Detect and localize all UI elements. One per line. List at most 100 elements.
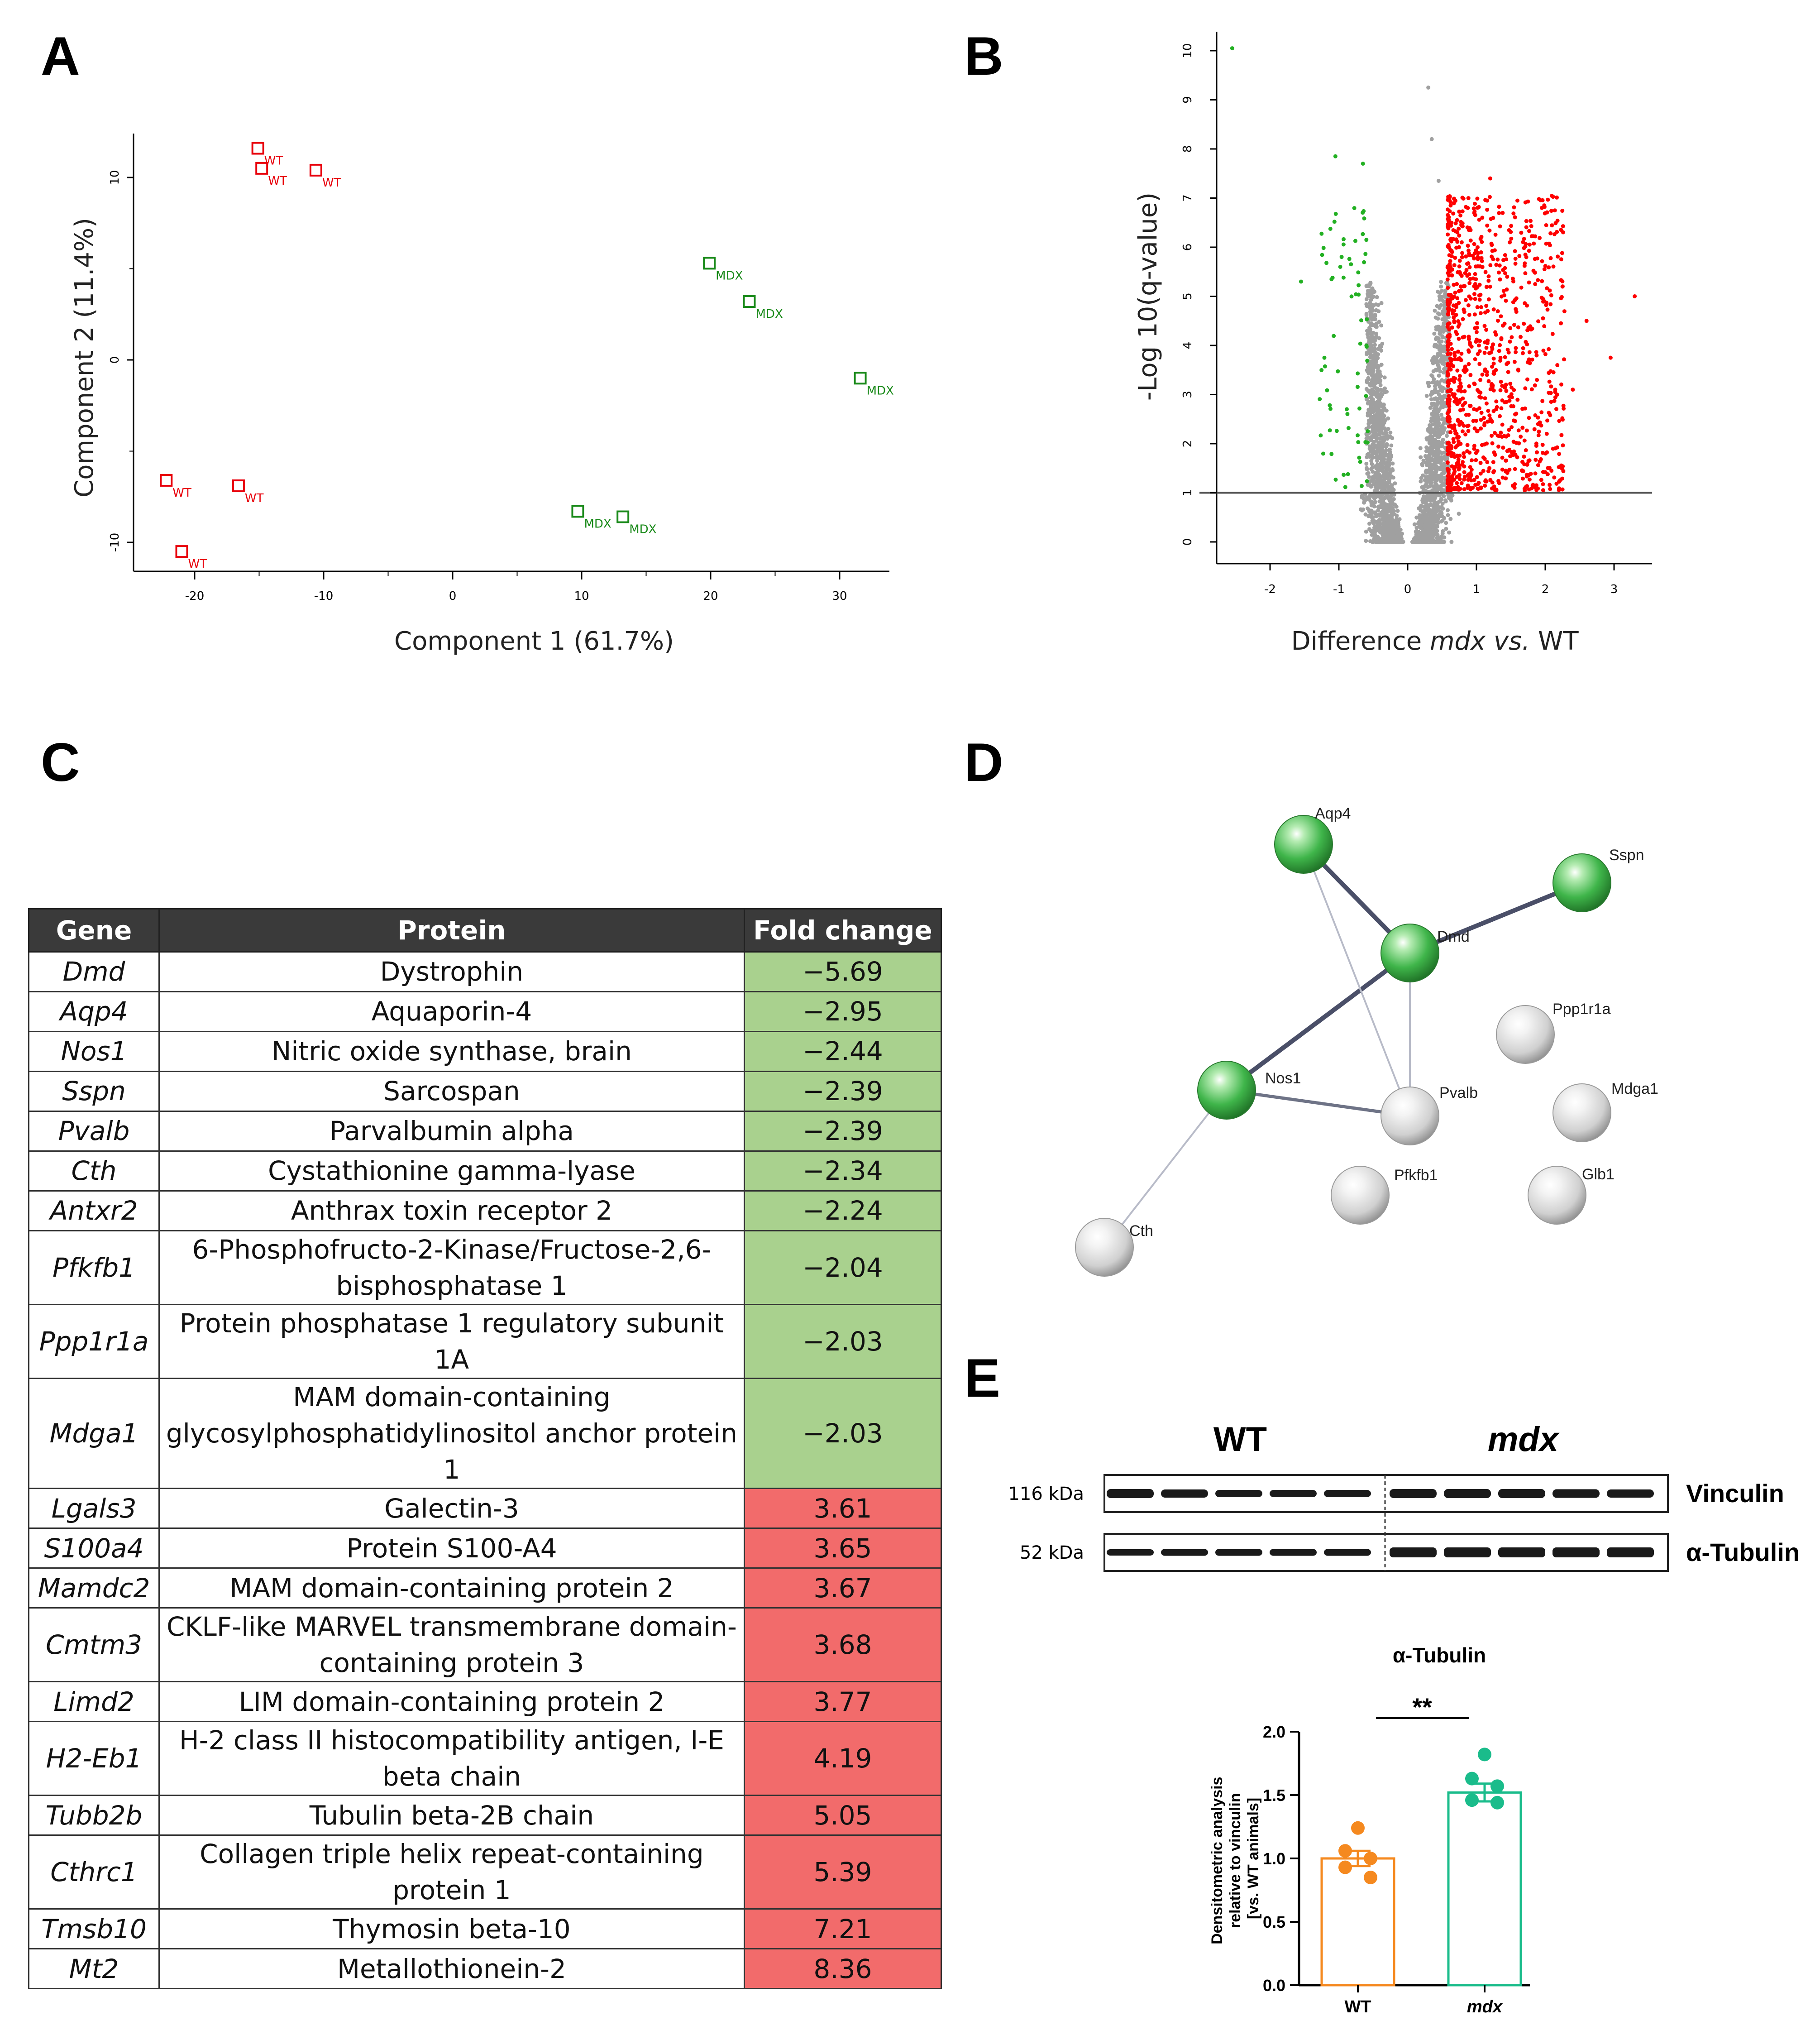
volcano-point	[1457, 374, 1462, 378]
volcano-point	[1480, 443, 1484, 447]
volcano-point	[1499, 337, 1504, 341]
volcano-point	[1472, 478, 1476, 482]
volcano-point	[1422, 512, 1427, 516]
volcano-point	[1384, 517, 1389, 521]
volcano-point	[1397, 531, 1402, 536]
volcano-point	[1497, 481, 1501, 485]
volcano-point	[1332, 220, 1337, 224]
volcano-point	[1548, 483, 1552, 487]
table-row: Pvalb Parvalbumin alpha −2.39	[28, 1111, 942, 1152]
volcano-point	[1339, 255, 1344, 259]
volcano-point	[1445, 352, 1450, 356]
volcano-point	[1548, 231, 1553, 235]
volcano-point	[1414, 515, 1419, 520]
volcano-point	[1434, 368, 1439, 373]
volcano-point	[1427, 381, 1431, 385]
volcano-point	[1359, 318, 1363, 323]
volcano-point	[1485, 223, 1490, 228]
blot-band-vinculin	[1552, 1489, 1600, 1498]
volcano-point	[1431, 484, 1436, 488]
volcano-point	[1457, 233, 1462, 238]
volcano-point	[1385, 433, 1389, 438]
blot-band-vinculin	[1270, 1490, 1317, 1497]
volcano-point	[1447, 415, 1451, 419]
volcano-point	[1435, 453, 1439, 458]
volcano-point	[1329, 452, 1334, 456]
volcano-point	[1476, 264, 1480, 268]
volcano-point	[1394, 540, 1399, 544]
volcano-point	[1450, 347, 1454, 351]
volcano-point	[1467, 281, 1472, 285]
data-point	[1465, 1793, 1479, 1807]
volcano-point	[1544, 223, 1548, 227]
blot-group-mdx: mdx	[1488, 1420, 1560, 1459]
volcano-point	[1370, 291, 1374, 296]
volcano-point	[1447, 332, 1452, 337]
volcano-x-label: Difference mdx vs. WT	[1291, 627, 1579, 656]
volcano-point	[1385, 436, 1390, 441]
volcano-point	[1462, 307, 1466, 312]
volcano-point	[1474, 419, 1478, 423]
volcano-point	[1550, 223, 1554, 228]
volcano-point	[1549, 293, 1553, 297]
volcano-point	[1459, 240, 1464, 244]
volcano-point	[1481, 455, 1486, 460]
volcano-point	[1378, 414, 1383, 418]
volcano-point	[1495, 257, 1500, 262]
volcano-point	[1376, 347, 1381, 351]
volcano-point	[1420, 462, 1424, 466]
volcano-point	[1345, 412, 1350, 416]
volcano-point	[1455, 443, 1459, 448]
bar-y-tick-label: 1.5	[1263, 1786, 1285, 1805]
volcano-point	[1562, 357, 1566, 362]
volcano-point	[1500, 455, 1505, 460]
gene-table-panel: Gene Protein Fold change Dmd Dystrophin −5…	[28, 908, 942, 1990]
volcano-point	[1448, 300, 1452, 305]
volcano-point	[1557, 452, 1562, 456]
volcano-y-tick-label: 6	[1181, 244, 1194, 251]
blot-band-tubulin	[1607, 1547, 1654, 1557]
volcano-point	[1560, 284, 1565, 289]
volcano-point	[1374, 302, 1378, 306]
volcano-point	[1452, 263, 1457, 268]
volcano-point	[1366, 495, 1371, 499]
volcano-point	[1503, 271, 1507, 276]
volcano-point	[1519, 285, 1524, 290]
volcano-point	[1561, 469, 1566, 474]
volcano-x-label-em1: mdx	[1430, 627, 1486, 656]
volcano-point	[1436, 364, 1441, 369]
volcano-point	[1472, 446, 1476, 451]
volcano-point	[1513, 257, 1518, 261]
volcano-point	[1424, 394, 1429, 398]
volcano-point	[1352, 206, 1357, 211]
volcano-point	[1438, 369, 1443, 373]
network-edges	[1103, 843, 1583, 1248]
volcano-point	[1386, 484, 1391, 488]
volcano-point	[1345, 407, 1349, 412]
protein-cell: Dystrophin	[158, 951, 745, 992]
volcano-point	[1423, 506, 1428, 510]
volcano-point	[1510, 385, 1514, 390]
volcano-point	[1487, 195, 1492, 199]
pca-point-label: MDX	[584, 517, 611, 531]
volcano-point	[1469, 345, 1474, 349]
volcano-point	[1432, 499, 1436, 503]
network-node-label: Dmd	[1437, 928, 1470, 945]
volcano-point	[1390, 436, 1395, 441]
volcano-point	[1373, 317, 1377, 321]
volcano-point	[1451, 303, 1456, 308]
volcano-point	[1492, 484, 1496, 489]
volcano-point	[1440, 441, 1445, 445]
pca-x-tick-label: 0	[449, 589, 457, 603]
volcano-point	[1503, 253, 1507, 257]
volcano-point	[1561, 224, 1565, 229]
volcano-point	[1502, 293, 1507, 297]
panel-label-c: C	[41, 732, 80, 793]
volcano-point	[1534, 488, 1539, 492]
volcano-point	[1367, 444, 1372, 449]
volcano-point	[1504, 469, 1508, 473]
volcano-point	[1356, 433, 1360, 438]
volcano-point	[1364, 461, 1369, 466]
volcano-point	[1328, 226, 1333, 231]
volcano-point	[1541, 299, 1545, 304]
